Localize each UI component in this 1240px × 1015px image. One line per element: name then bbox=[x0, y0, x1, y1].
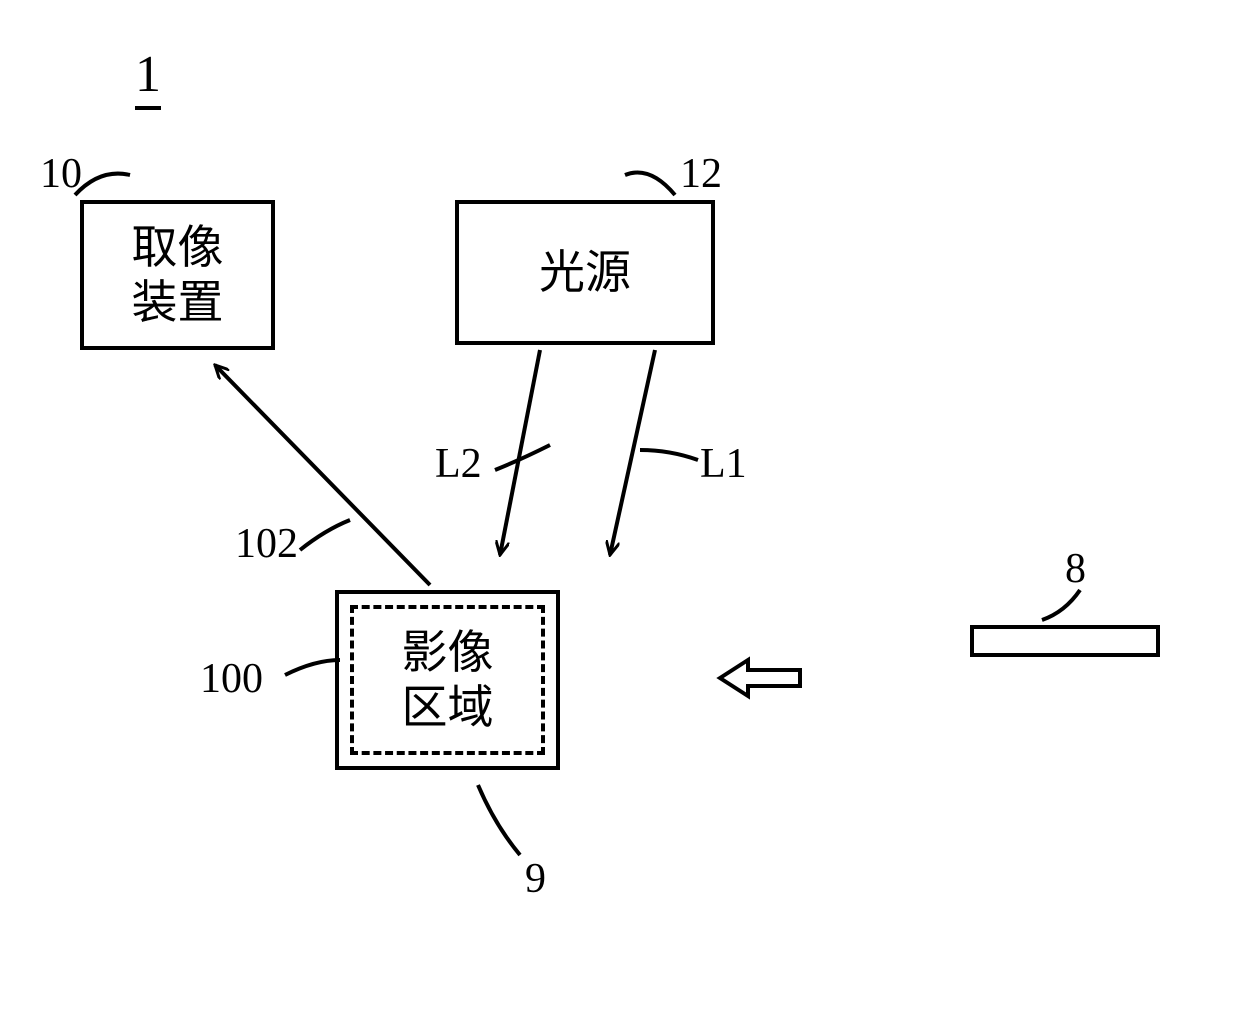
block-arrow-left bbox=[720, 660, 800, 696]
imaging-dashed-box bbox=[350, 605, 545, 755]
svg-overlay bbox=[0, 0, 1240, 1015]
ref-12-label: 12 bbox=[680, 150, 722, 198]
ref-L2-label: L2 bbox=[435, 440, 482, 488]
leader-L2 bbox=[495, 445, 550, 470]
leader-102 bbox=[300, 520, 350, 550]
leader-10 bbox=[75, 174, 130, 195]
sample-box bbox=[970, 625, 1160, 657]
ref-L1-label: L1 bbox=[700, 440, 747, 488]
camera-text-line1: 取像 bbox=[132, 220, 224, 275]
arrow-L2 bbox=[500, 350, 540, 555]
ref-8-label: 8 bbox=[1065, 545, 1086, 593]
system-number-label: 1 bbox=[135, 45, 161, 110]
ref-102-label: 102 bbox=[235, 520, 298, 568]
ref-100-label: 100 bbox=[200, 655, 263, 703]
leader-L1 bbox=[640, 450, 698, 460]
diagram-container: 1 取像 装置 光源 影像 区域 10 12 L1 L2 102 100 bbox=[0, 0, 1240, 1015]
leader-12 bbox=[625, 173, 675, 196]
system-number-text: 1 bbox=[135, 46, 161, 103]
light-text: 光源 bbox=[539, 245, 631, 300]
ref-9-label: 9 bbox=[525, 855, 546, 903]
arrow-L1 bbox=[610, 350, 655, 555]
light-source-box: 光源 bbox=[455, 200, 715, 345]
leader-100 bbox=[285, 660, 340, 675]
camera-device-box: 取像 装置 bbox=[80, 200, 275, 350]
ref-10-label: 10 bbox=[40, 150, 82, 198]
camera-text-line2: 装置 bbox=[132, 275, 224, 330]
leader-8 bbox=[1042, 590, 1080, 620]
leader-9 bbox=[478, 785, 520, 855]
